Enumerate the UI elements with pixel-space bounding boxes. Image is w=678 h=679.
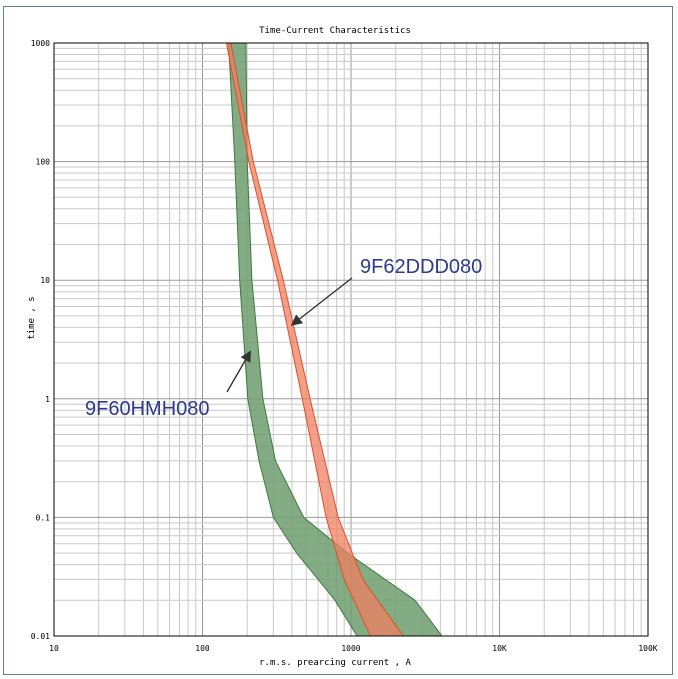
x-tick-label: 10 [49,644,59,653]
x-tick-label: 10K [492,644,507,653]
y-tick-label: 0.01 [31,632,50,641]
x-tick-label: 100K [638,644,657,653]
annotation-label: 9F62DDD080 [360,256,482,278]
plot-area-border [53,42,649,637]
tick-labels: 10 100 1000 10K 100K 1000 100 10 1 0.1 0.01 [31,39,658,653]
y-axis-label: time , s [27,296,37,339]
grid [53,43,648,637]
curve-bands [225,42,444,637]
annotation-arrow [290,277,353,326]
y-tick-label: 0.1 [36,513,51,522]
annotation-arrow [226,350,252,393]
x-axis-label: r.m.s. prearcing current , A [259,658,411,668]
x-tick-label: 100 [195,644,210,653]
y-tick-label: 1 [45,395,50,404]
y-tick-label: 10 [40,276,50,285]
chart-title: Time-Current Characteristics [259,26,411,36]
annotations: 9F62DDD080 9F60HMH080 [85,256,482,420]
x-tick-label: 1000 [341,644,360,653]
y-tick-label: 1000 [31,39,50,48]
annotation-label: 9F60HMH080 [85,398,210,420]
y-tick-label: 100 [36,158,51,167]
